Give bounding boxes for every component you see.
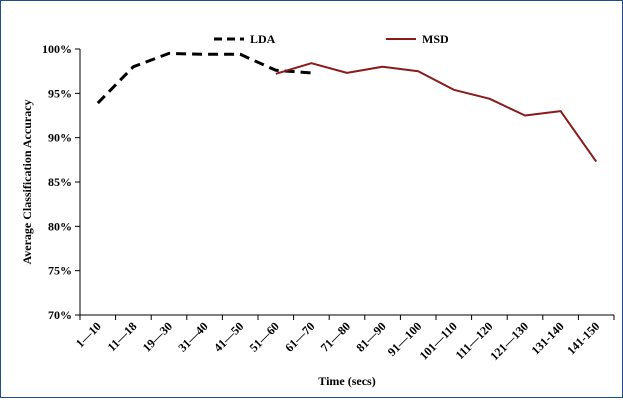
y-tick-label: 80% xyxy=(48,219,72,233)
x-tick-label: 81—90 xyxy=(353,319,388,354)
x-tick-label: 71—80 xyxy=(318,319,353,354)
y-tick-label: 90% xyxy=(48,131,72,145)
x-tick-label: 121—130 xyxy=(487,319,531,363)
y-tick-label: 85% xyxy=(48,175,72,189)
legend-label-msd: MSD xyxy=(422,32,449,46)
y-tick-label: 70% xyxy=(48,308,72,322)
x-tick-label: 41—50 xyxy=(211,319,246,354)
y-tick-label: 75% xyxy=(48,264,72,278)
x-tick-label: 19—30 xyxy=(140,319,175,354)
series-line-lda xyxy=(96,51,312,105)
y-axis-ticks: 70% 75% 80% 85% 90% 95% 100% xyxy=(42,42,80,322)
x-tick-label: 11—18 xyxy=(105,319,140,354)
x-tick-label: 141-150 xyxy=(564,319,602,357)
series-lines xyxy=(96,51,598,163)
legend-label-lda: LDA xyxy=(250,32,276,46)
y-tick-label: 100% xyxy=(42,42,72,56)
legend: LDA MSD xyxy=(214,32,449,46)
x-tick-label: 131-140 xyxy=(529,319,567,357)
x-axis-ticks: 1—10 11—18 19—30 31—40 41—50 51—60 61—70 71—80 8… xyxy=(73,315,615,363)
y-tick-label: 95% xyxy=(48,86,72,100)
x-tick-label: 31—40 xyxy=(175,319,210,354)
x-tick-label: 51—60 xyxy=(247,319,282,354)
series-line-msd xyxy=(275,62,598,163)
x-tick-label: 61—70 xyxy=(282,319,317,354)
x-tick-label: 101—110 xyxy=(417,319,460,362)
x-tick-label: 1—10 xyxy=(73,319,104,350)
x-axis-title: Time (secs) xyxy=(318,374,375,388)
y-axis-title: Average Classification Accuracy xyxy=(20,99,34,264)
